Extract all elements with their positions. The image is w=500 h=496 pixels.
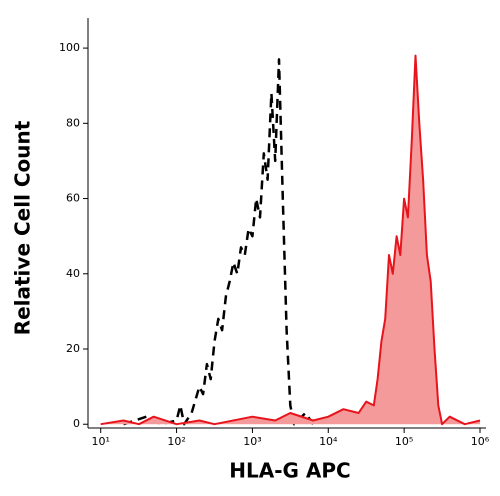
histogram-line: [100, 54, 481, 426]
x-tick-label: 10⁵: [395, 435, 413, 448]
histogram-area: [100, 55, 480, 425]
x-tick-label: 10²: [167, 435, 185, 448]
histogram-line: [123, 58, 315, 426]
y-axis-title: Relative Cell Count: [11, 120, 35, 335]
y-tick-label: 80: [66, 116, 80, 129]
x-tick-label: 10⁶: [471, 435, 490, 448]
x-tick-label: 10¹: [91, 435, 109, 448]
y-tick-label: 100: [59, 41, 80, 54]
x-tick-label: 10³: [243, 435, 261, 448]
y-tick-label: 40: [66, 267, 80, 280]
y-tick-label: 0: [73, 417, 80, 430]
x-tick-label: 10⁴: [319, 435, 338, 448]
y-tick-label: 60: [66, 192, 80, 205]
x-axis-title: HLA-G APC: [229, 459, 350, 483]
y-tick-label: 20: [66, 342, 80, 355]
